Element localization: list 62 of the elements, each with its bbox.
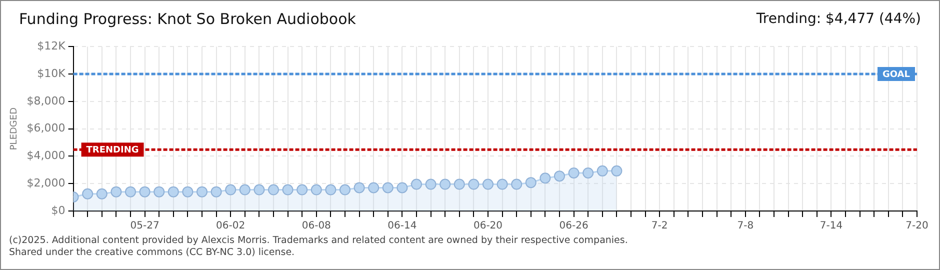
point: [454, 178, 465, 190]
point: [554, 170, 565, 182]
point: [382, 182, 394, 194]
point: [568, 167, 580, 178]
point: [310, 184, 322, 196]
point: [354, 182, 365, 194]
point: [268, 184, 279, 196]
x-tick-label: 7-20: [906, 220, 928, 232]
point: [440, 178, 451, 190]
point: [96, 188, 108, 200]
point: [225, 184, 236, 196]
chart-title: Funding Progress: Knot So Broken Audiobook: [19, 10, 356, 28]
x-tick-label: 06-20: [473, 220, 503, 232]
y-axis-title: PLEDGED: [10, 107, 20, 150]
y-tick-label: $8,000: [26, 94, 66, 108]
y-tick-label: $10K: [37, 66, 66, 80]
point: [239, 184, 250, 196]
point: [425, 178, 436, 190]
point: [511, 178, 522, 190]
point: [210, 186, 222, 198]
point: [196, 186, 208, 198]
ref-line-label: GOAL: [882, 70, 910, 80]
point: [154, 186, 165, 198]
y-tick-label: $2,000: [26, 176, 66, 190]
point: [296, 184, 308, 196]
point: [124, 186, 136, 198]
y-tick-label: $6,000: [26, 122, 66, 135]
point: [325, 184, 336, 196]
point: [182, 186, 194, 198]
point: [596, 165, 608, 176]
y-tick-label: $4,000: [26, 149, 66, 162]
point: [168, 186, 179, 198]
point: [254, 184, 265, 196]
x-tick-label: 06-08: [302, 220, 331, 232]
point: [482, 178, 494, 190]
point: [410, 178, 422, 190]
y-tick-label: $12K: [37, 39, 66, 52]
point: [396, 182, 408, 194]
y-tick-label: $0: [51, 204, 66, 217]
point: [368, 182, 380, 194]
point: [82, 188, 94, 200]
text: Trending: $4,477 (44%): [756, 11, 921, 27]
text: Shared under the creative commons (CC BY-NC 3.0) license.: [9, 247, 296, 259]
point: [540, 172, 551, 184]
point: [496, 178, 508, 190]
x-tick-label: 7-14: [820, 220, 843, 232]
point: [468, 178, 480, 190]
point: [525, 177, 536, 188]
text: (c)2025. Additional content provided by Alexcis Morris. Trademarks and related content are owned by their respective companies.: [9, 235, 629, 247]
point: [139, 186, 150, 198]
point: [282, 184, 294, 196]
point: [611, 165, 622, 176]
x-tick-label: 05-27: [130, 220, 160, 232]
ref-line-label: TRENDING: [86, 146, 139, 156]
x-tick-label: 06-02: [216, 220, 246, 232]
x-tick-label: 7-2: [651, 220, 668, 232]
x-tick-label: 06-26: [559, 220, 588, 232]
x-tick-label: 7-8: [737, 220, 754, 232]
point: [339, 184, 350, 196]
x-tick-label: 06-14: [388, 220, 417, 232]
point: [582, 167, 594, 178]
point: [110, 186, 122, 198]
